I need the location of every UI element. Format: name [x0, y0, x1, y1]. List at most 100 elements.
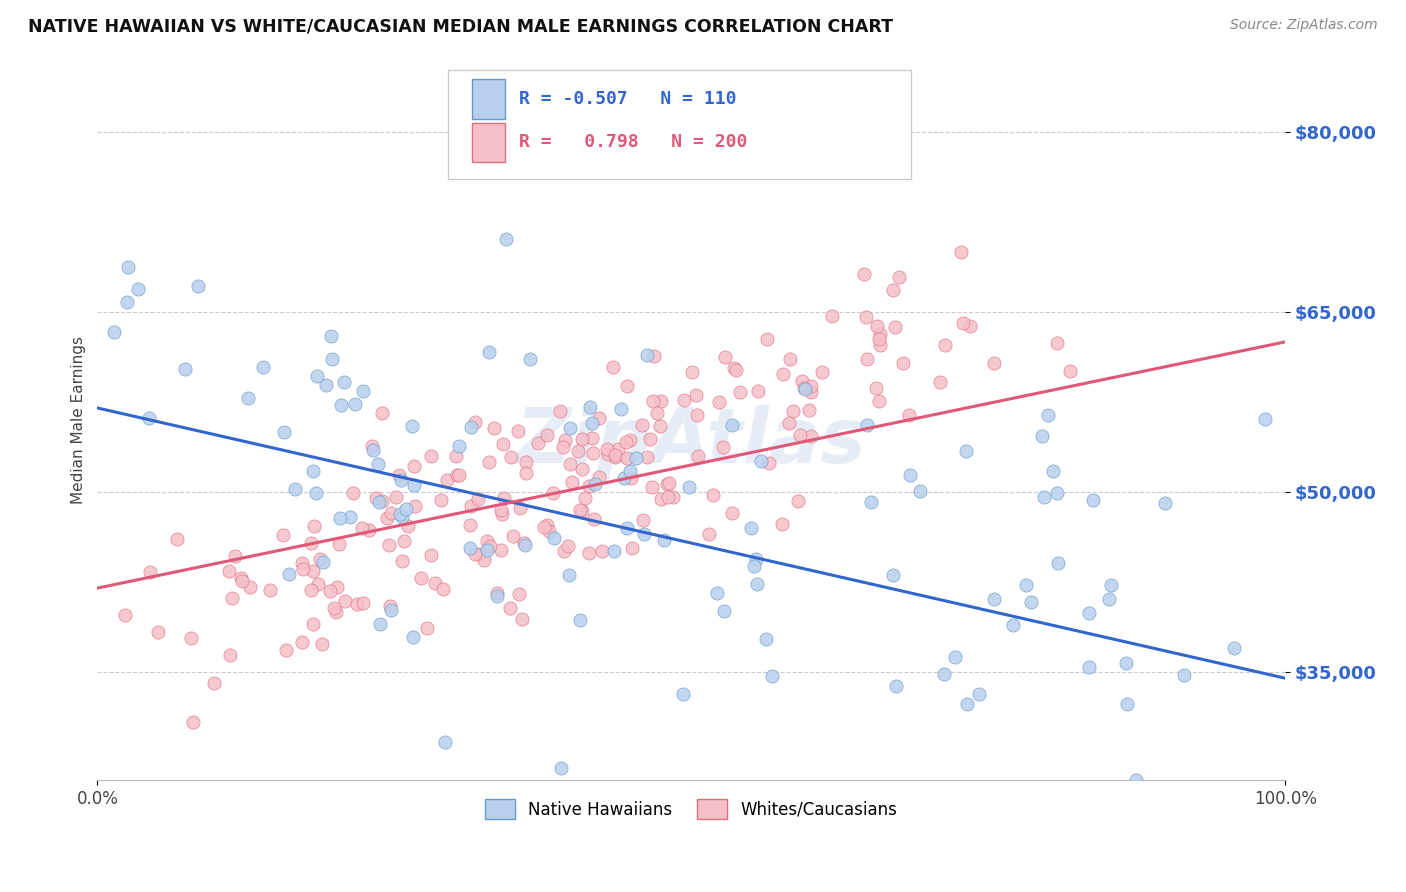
Point	[252, 360, 274, 375]
Point	[221, 591, 243, 605]
Point	[790, 374, 813, 388]
Point	[720, 506, 742, 520]
Point	[1042, 464, 1064, 478]
Point	[332, 375, 354, 389]
Point	[641, 480, 664, 494]
Point	[1046, 556, 1069, 570]
Point	[561, 475, 583, 489]
Point	[1154, 495, 1177, 509]
Point	[501, 450, 523, 464]
Point	[366, 491, 388, 505]
Point	[1032, 490, 1054, 504]
Point	[755, 632, 778, 646]
Point	[560, 421, 582, 435]
Point	[302, 616, 325, 631]
Point	[613, 471, 636, 485]
Point	[728, 384, 751, 399]
Point	[699, 527, 721, 541]
Point	[869, 337, 891, 351]
Point	[855, 310, 877, 324]
Point	[567, 444, 589, 458]
Point	[166, 532, 188, 546]
Point	[658, 476, 681, 491]
Point	[492, 491, 515, 506]
Point	[380, 602, 402, 616]
Point	[273, 527, 295, 541]
Point	[579, 400, 602, 414]
Point	[673, 393, 696, 408]
Point	[360, 439, 382, 453]
Point	[616, 379, 638, 393]
Point	[486, 586, 509, 600]
Point	[868, 332, 890, 346]
Point	[307, 368, 329, 383]
Point	[983, 591, 1005, 606]
Point	[380, 506, 402, 520]
Point	[866, 318, 889, 333]
Point	[333, 594, 356, 608]
Point	[772, 367, 794, 381]
Point	[541, 485, 564, 500]
Point	[856, 418, 879, 433]
Point	[713, 440, 735, 454]
Point	[103, 325, 125, 339]
Point	[329, 511, 352, 525]
Point	[460, 420, 482, 434]
Point	[1078, 660, 1101, 674]
Point	[489, 503, 512, 517]
Point	[482, 421, 505, 435]
Point	[637, 348, 659, 362]
Point	[582, 446, 605, 460]
Point	[307, 577, 329, 591]
Point	[633, 526, 655, 541]
Point	[761, 669, 783, 683]
Point	[513, 536, 536, 550]
Point	[515, 454, 537, 468]
Text: R =   0.798   N = 200: R = 0.798 N = 200	[519, 134, 748, 152]
Point	[419, 450, 441, 464]
Point	[181, 714, 204, 729]
Point	[537, 524, 560, 538]
Point	[127, 282, 149, 296]
Point	[114, 607, 136, 622]
Point	[624, 451, 647, 466]
Point	[707, 394, 730, 409]
Point	[713, 604, 735, 618]
Point	[571, 504, 593, 518]
Point	[607, 442, 630, 456]
Point	[596, 442, 619, 456]
Point	[367, 494, 389, 508]
Point	[568, 503, 591, 517]
Point	[596, 447, 619, 461]
Point	[740, 521, 762, 535]
Point	[321, 352, 343, 367]
Point	[352, 596, 374, 610]
Point	[330, 397, 353, 411]
Point	[643, 349, 665, 363]
Point	[359, 523, 381, 537]
Y-axis label: Median Male Earnings: Median Male Earnings	[72, 336, 86, 504]
Point	[952, 316, 974, 330]
Point	[621, 541, 644, 556]
Point	[661, 490, 683, 504]
Point	[1078, 606, 1101, 620]
Point	[574, 491, 596, 505]
Point	[647, 406, 669, 420]
Point	[467, 491, 489, 506]
Point	[273, 425, 295, 439]
Point	[478, 454, 501, 468]
Point	[821, 309, 844, 323]
Point	[898, 409, 921, 423]
Point	[117, 260, 139, 275]
Point	[1116, 697, 1139, 711]
Point	[378, 538, 401, 552]
Point	[304, 519, 326, 533]
Point	[553, 544, 575, 558]
Point	[910, 483, 932, 498]
Point	[391, 510, 413, 524]
Point	[557, 539, 579, 553]
Point	[180, 631, 202, 645]
Point	[498, 600, 520, 615]
Point	[686, 408, 709, 422]
Point	[218, 564, 240, 578]
